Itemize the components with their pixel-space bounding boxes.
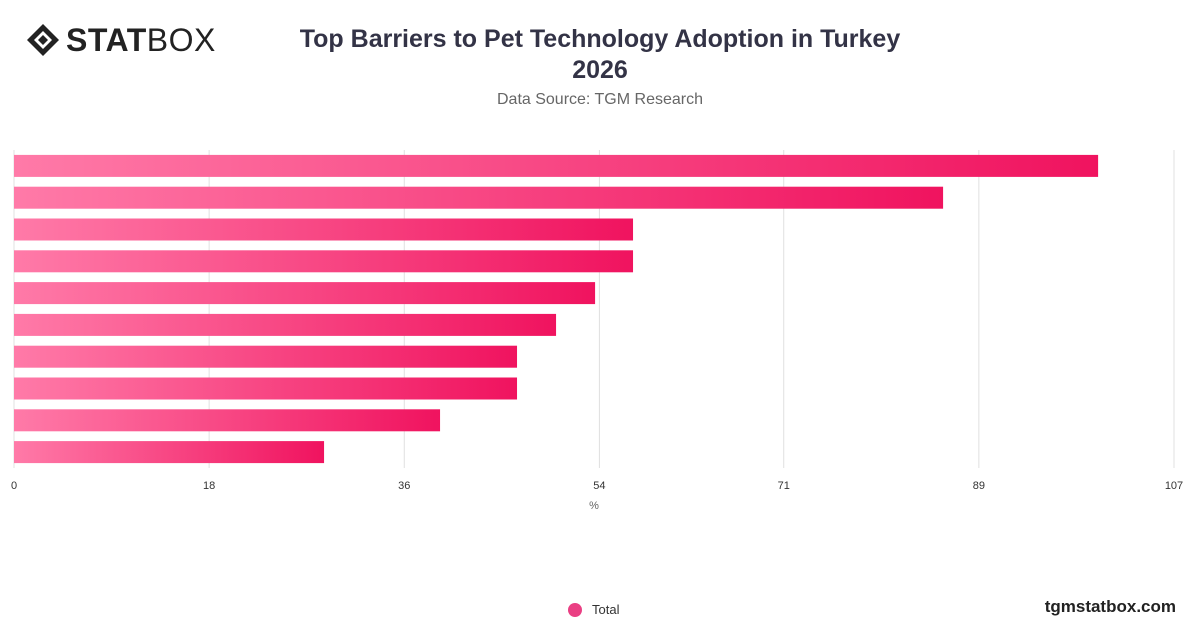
bar[interactable] [14, 250, 634, 273]
watermark: tgmstatbox.com [1044, 597, 1176, 616]
bar[interactable] [14, 377, 518, 400]
legend-marker-icon [568, 602, 582, 617]
x-tick-label: 89 [973, 480, 985, 492]
x-tick-label: 0 [11, 480, 17, 492]
bars [14, 154, 1099, 464]
bar[interactable] [14, 409, 441, 432]
bar[interactable] [14, 186, 944, 209]
chart-subtitle: Data Source: TGM Research [496, 91, 703, 108]
bar[interactable] [14, 282, 596, 305]
x-tick-label: 107 [1165, 480, 1183, 492]
bar[interactable] [14, 345, 518, 368]
legend-label: Total [592, 602, 620, 617]
chart-title: Top Barriers to Pet Technology Adoption … [250, 24, 950, 86]
x-axis-ticks: 0 18 36 54 71 89 107 [11, 480, 1183, 492]
x-axis-title: % [589, 500, 599, 512]
bar[interactable] [14, 154, 1099, 177]
logo-text-bold: STAT [66, 22, 147, 58]
statbox-logo: STATBOX [26, 22, 216, 58]
bar[interactable] [14, 313, 557, 336]
x-tick-label: 54 [593, 480, 605, 492]
x-tick-label: 18 [203, 480, 215, 492]
bar[interactable] [14, 218, 634, 241]
chart-title-line2: 2026 [572, 56, 628, 84]
x-tick-label: 71 [778, 480, 790, 492]
logo-wordmark: STATBOX [66, 22, 216, 58]
chart-title-line1: Top Barriers to Pet Technology Adoption … [299, 25, 901, 53]
x-tick-label: 36 [398, 480, 410, 492]
logo-text-light: BOX [146, 22, 216, 58]
bar[interactable] [14, 441, 325, 464]
statbox-diamond-icon [27, 24, 59, 56]
legend[interactable]: Total [568, 602, 619, 617]
